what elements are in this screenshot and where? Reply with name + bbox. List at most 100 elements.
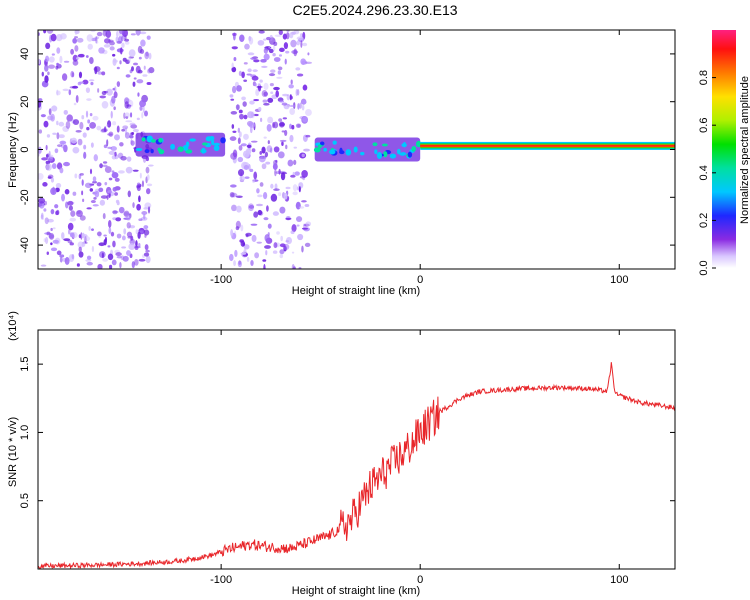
noise-dot [261,89,268,97]
noise-dot [54,148,59,154]
noise-dot [70,48,74,55]
trace-blob [144,149,150,154]
noise-dot [295,88,298,97]
noise-dot [128,213,132,219]
noise-dot [283,42,289,50]
noise-dot [74,45,79,52]
noise-dot [59,254,65,258]
snr-panel: -100 0 100 0.5 1.0 1.5 Height of straight li… [7,311,676,597]
noise-dot [80,232,83,240]
noise-dot [67,200,74,206]
noise-dot [75,94,79,103]
noise-dot [101,252,104,259]
noise-dot [106,124,109,127]
noise-dot [292,171,295,176]
noise-dot [86,98,92,101]
noise-dot [253,171,258,180]
noise-dot [274,169,277,177]
noise-dot [110,231,115,237]
noise-dot [138,195,141,203]
noise-dot [114,134,120,141]
noise-dot [278,30,283,35]
noise-dot [95,36,98,44]
trace-blob [329,149,336,155]
trace-blob [158,149,165,155]
noise-dot [110,110,113,119]
noise-dot [130,140,135,146]
noise-dot [262,99,268,103]
noise-dot [130,124,138,129]
trace-blob [376,152,383,159]
trace-blob [381,143,388,147]
noise-dot [279,206,286,214]
noise-dot [132,128,139,133]
noise-dot [263,191,268,200]
noise-dot [232,130,237,134]
noise-dot [253,98,260,102]
noise-dot [51,53,55,56]
noise-dot [300,40,303,48]
noise-dot [143,213,146,220]
noise-dot [85,110,89,118]
noise-dot [141,211,148,215]
noise-dot [305,61,313,65]
noise-dot [97,88,100,93]
noise-dot [118,170,125,174]
noise-dot [99,95,107,99]
noise-dot [281,102,288,106]
noise-dot [293,159,297,166]
noise-dot [62,125,70,133]
noise-dot [295,216,303,223]
noise-dot [89,121,97,129]
noise-dot [112,58,117,66]
noise-dot [253,59,260,63]
noise-dot [254,252,260,259]
trace-blob [313,147,321,153]
noise-dot [277,70,282,75]
trace-blob [170,143,175,150]
noise-dot [68,89,72,96]
noise-dot [283,192,288,200]
colorbar-ticks: 0.0 0.2 0.4 0.6 0.8 [698,70,716,276]
noise-dot [274,183,278,190]
noise-dot [40,114,46,118]
noise-dot [63,161,70,167]
noise-dot [124,38,130,42]
noise-dot [70,137,77,144]
noise-dot [104,236,108,243]
noise-dot [267,97,274,103]
noise-dot [129,112,133,118]
spectrogram-trace-c [420,141,675,150]
noise-dot [277,66,283,71]
noise-dot [240,143,247,147]
noise-dot [132,202,135,209]
noise-dot [245,234,249,238]
noise-dot [237,260,243,268]
noise-dot [276,76,283,79]
noise-dot [38,197,46,204]
noise-dot [259,155,266,163]
noise-dot [133,62,138,66]
noise-dot [237,156,244,163]
colorbar-tick-label: 0.0 [698,260,710,275]
spectrogram-noise-middle [229,30,313,269]
noise-dot [279,100,285,103]
noise-dot [231,204,237,212]
noise-dot [252,69,258,73]
noise-dot [43,238,46,243]
noise-dot [103,144,108,149]
noise-dot [55,210,59,216]
noise-dot [268,73,276,77]
noise-dot [131,261,135,269]
trace-blob [400,152,407,156]
noise-dot [62,88,69,92]
noise-dot [94,190,100,198]
noise-dot [50,113,55,122]
noise-dot [44,75,49,83]
noise-dot [285,240,290,243]
noise-dot [120,35,124,42]
noise-dot [285,186,291,190]
spectrogram-trace-b [313,137,422,162]
noise-dot [266,145,273,153]
trace-blob [396,148,401,155]
